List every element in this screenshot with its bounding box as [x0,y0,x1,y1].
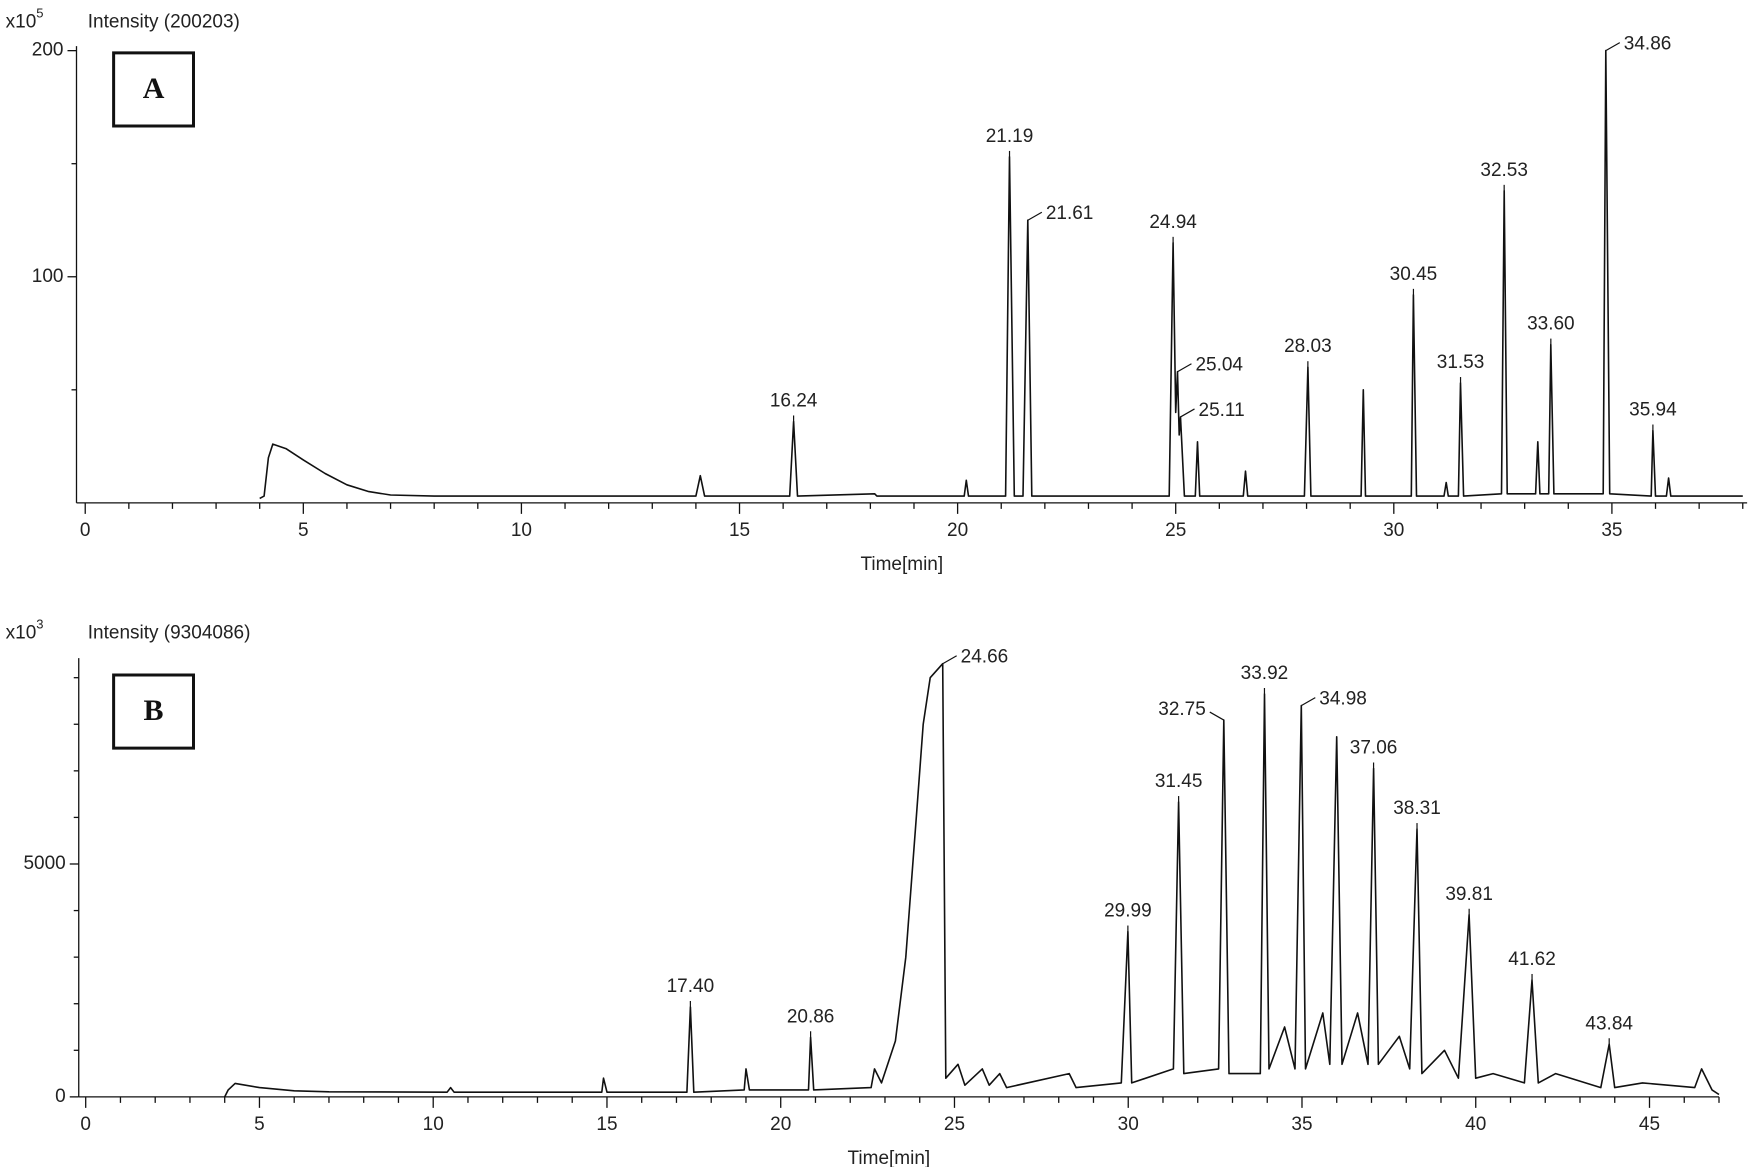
peak-label: 38.31 [1393,798,1441,819]
y-tick-label: 0 [55,1086,66,1107]
peak-label: 34.98 [1319,689,1367,710]
x-tick-label: 25 [1165,520,1186,541]
y-axis-title: Intensity (200203) [88,12,240,33]
y-axis-title: Intensity (9304086) [88,622,251,643]
x-tick-label: 35 [1601,520,1622,541]
x-tick-label: 20 [947,520,968,541]
peak-label: 24.66 [961,647,1009,668]
x-tick-label: 30 [1118,1114,1139,1135]
peak-leader [1180,408,1195,418]
x-tick-label: 45 [1639,1114,1660,1135]
peak-label: 17.40 [667,976,715,997]
x-axis-title: Time[min] [848,1148,931,1167]
x-tick-label: 15 [596,1114,617,1135]
peak-leader [1177,363,1192,373]
peak-label: 31.53 [1437,352,1485,373]
peak-label: 39.81 [1445,884,1493,905]
peak-label: 28.03 [1284,336,1332,357]
y-unit-base: x10 [6,622,37,643]
peak-label: 21.61 [1046,203,1094,224]
peak-label: 33.92 [1241,663,1289,684]
peak-label: 29.99 [1104,901,1152,922]
y-unit-exponent: 5 [36,6,43,21]
peak-label: 16.24 [770,390,818,411]
x-tick-label: 40 [1465,1114,1486,1135]
x-tick-label: 25 [944,1114,965,1135]
panel-label: A [143,72,165,105]
peak-label: 30.45 [1390,264,1438,285]
y-unit: x103 [6,617,44,644]
peak-label: 31.45 [1155,771,1203,792]
peak-leader [1209,711,1225,721]
chart-panel: x103 Intensity (9304086) Time[min] 0 5000 0 5 1… [6,617,1720,1167]
peak-label: 32.75 [1158,699,1206,720]
peak-label: 43.84 [1585,1013,1633,1034]
panel-label: B [144,694,164,727]
peak-label: 25.04 [1195,355,1243,376]
x-tick-label: 0 [80,520,91,541]
y-tick-label: 200 [32,40,64,61]
peak-label: 35.94 [1629,400,1677,421]
y-unit: x105 [6,6,44,33]
peak-label: 21.19 [986,126,1034,147]
peak-leader [1605,42,1621,52]
panel-box [112,51,195,128]
x-tick-label: 30 [1383,520,1404,541]
y-tick-label: 5000 [23,853,65,874]
y-unit-base: x10 [6,12,37,33]
peak-label: 20.86 [787,1006,835,1027]
peak-label: 41.62 [1508,949,1556,970]
x-tick-label: 0 [80,1114,91,1135]
x-axis-title: Time[min] [860,554,943,575]
x-tick-label: 15 [729,520,750,541]
x-tick-label: 35 [1291,1114,1312,1135]
peak-label: 32.53 [1480,160,1528,181]
peak-label: 33.60 [1527,314,1575,335]
peak-label: 37.06 [1350,738,1398,759]
y-tick-label: 100 [32,266,64,287]
peak-leader [942,655,957,665]
peak-leader [1027,211,1043,221]
x-tick-label: 20 [770,1114,791,1135]
x-tick-label: 5 [298,520,309,541]
panel-box [112,673,195,750]
x-tick-label: 10 [511,520,532,541]
chromatogram-trace [223,662,1720,1098]
peak-leader [1300,697,1316,707]
x-tick-label: 10 [423,1114,444,1135]
y-unit-exponent: 3 [36,617,43,632]
peak-label: 25.11 [1199,400,1245,421]
peak-label: 24.94 [1149,212,1197,233]
peak-label: 34.86 [1624,34,1672,55]
x-tick-label: 5 [254,1114,265,1135]
chromatogram-trace [259,49,1743,500]
